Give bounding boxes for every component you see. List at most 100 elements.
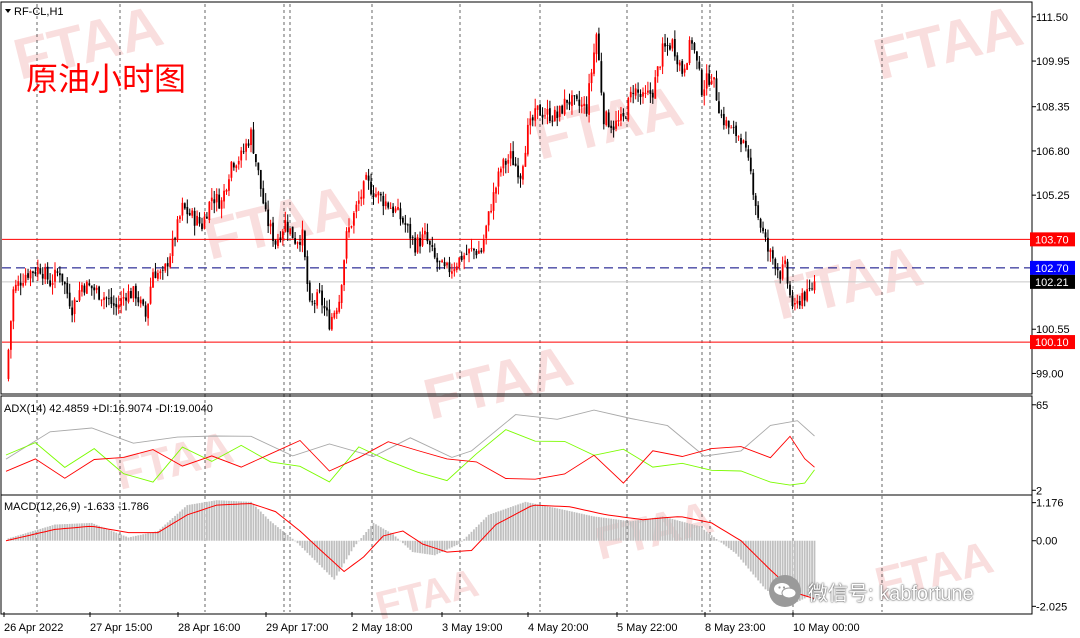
candle-body	[715, 78, 718, 101]
macd-histogram-bar	[220, 500, 223, 541]
time-label: 4 May 20:00	[528, 622, 589, 634]
candle-body	[659, 67, 662, 68]
candle-body	[727, 120, 730, 128]
candle-body	[571, 95, 573, 106]
candle-body	[762, 227, 764, 232]
macd-histogram-bar	[500, 510, 502, 541]
candle-body	[66, 282, 69, 294]
candle-body	[703, 89, 706, 96]
macd-histogram-bar	[277, 527, 279, 541]
macd-histogram-bar	[343, 540, 345, 564]
macd-histogram-bar	[41, 528, 44, 541]
macd-histogram-bar	[583, 514, 586, 541]
candle-body	[813, 281, 816, 291]
candle-body	[534, 108, 537, 121]
candle-body	[406, 224, 409, 226]
macd-histogram-bar	[639, 519, 642, 541]
macd-histogram-bar	[286, 534, 289, 541]
macd-histogram-bar	[399, 540, 402, 542]
macd-histogram-bar	[132, 536, 135, 541]
macd-histogram-bar	[269, 521, 272, 541]
candle-body	[615, 120, 617, 129]
candle-body	[808, 288, 811, 290]
candle-body	[431, 245, 434, 247]
candle-body	[397, 206, 399, 210]
candle-body	[708, 73, 711, 85]
macd-histogram-bar	[656, 517, 659, 541]
dropdown-arrow-icon[interactable]	[5, 9, 11, 13]
candle-body	[480, 250, 483, 253]
macd-histogram-bar	[487, 514, 490, 541]
macd-histogram-bar	[159, 528, 162, 541]
macd-histogram-bar	[568, 511, 571, 541]
candle-body	[696, 51, 698, 61]
candle-body	[181, 202, 184, 216]
macd-histogram-bar	[791, 540, 794, 605]
macd-histogram-bar	[539, 504, 541, 541]
macd-histogram-bar	[524, 501, 527, 541]
macd-histogram-bar	[134, 535, 137, 541]
macd-histogram-bar	[61, 524, 64, 541]
candle-body	[14, 284, 17, 291]
macd-histogram-bar	[612, 519, 615, 541]
candle-body	[306, 256, 309, 284]
macd-histogram-bar	[649, 518, 652, 541]
candle-body	[612, 126, 615, 130]
macd-histogram-bar	[666, 517, 669, 541]
candle-body	[509, 151, 512, 159]
candle-body	[544, 115, 546, 117]
candle-body	[134, 285, 137, 299]
macd-histogram-bar	[678, 520, 681, 541]
macd-histogram-bar	[798, 540, 801, 601]
candle-body	[196, 215, 198, 226]
macd-histogram-bar	[29, 531, 32, 541]
macd-histogram-bar	[737, 540, 740, 557]
candle-body	[781, 264, 784, 279]
macd-histogram-bar	[411, 540, 414, 553]
level-badge-label: 102.70	[1035, 263, 1069, 275]
candle-body	[426, 232, 429, 242]
macd-histogram-bar	[83, 523, 86, 541]
macd-histogram-bar	[551, 507, 554, 541]
candle-body	[110, 296, 113, 304]
candle-body	[512, 151, 515, 166]
candle-body	[487, 211, 490, 226]
candle-body	[387, 202, 390, 208]
candle-body	[419, 237, 421, 247]
macd-histogram-bar	[504, 508, 507, 541]
macd-histogram-bar	[735, 540, 737, 554]
candle-body	[301, 229, 304, 246]
candle-body	[811, 288, 813, 290]
candle-body	[500, 168, 502, 173]
candle-body	[794, 302, 796, 305]
candle-body	[771, 250, 774, 259]
macd-histogram-bar	[595, 516, 598, 541]
macd-histogram-bar	[671, 519, 674, 541]
candle-body	[308, 282, 311, 301]
macd-histogram-bar	[335, 540, 338, 576]
macd-histogram-bar	[367, 528, 370, 541]
macd-histogram-bar	[264, 516, 267, 541]
macd-histogram-bar	[661, 516, 664, 541]
symbol-header: RF-CL,H1	[14, 6, 64, 18]
candle-body	[85, 281, 88, 294]
candle-body	[446, 262, 448, 266]
macd-histogram-bar	[424, 540, 426, 554]
candle-body	[492, 192, 495, 211]
candle-body	[482, 239, 485, 252]
adx-header: ADX(14) 42.4859 +DI:16.9074 -DI:19.0040	[4, 403, 213, 415]
macd-histogram-bar	[473, 529, 475, 541]
macd-histogram-bar	[563, 509, 566, 541]
candle-body	[477, 250, 480, 254]
macd-histogram-bar	[350, 540, 353, 552]
candle-body	[34, 271, 37, 274]
macd-histogram-bar	[291, 538, 294, 541]
candle-body	[139, 299, 142, 304]
macd-histogram-bar	[514, 505, 517, 541]
candle-body	[470, 247, 473, 249]
price-tick-label: 99.00	[1036, 368, 1064, 380]
macd-histogram-bar	[225, 500, 228, 541]
macd-histogram-bar	[769, 540, 772, 593]
macd-histogram-bar	[149, 532, 152, 541]
macd-histogram-bar	[732, 540, 735, 552]
